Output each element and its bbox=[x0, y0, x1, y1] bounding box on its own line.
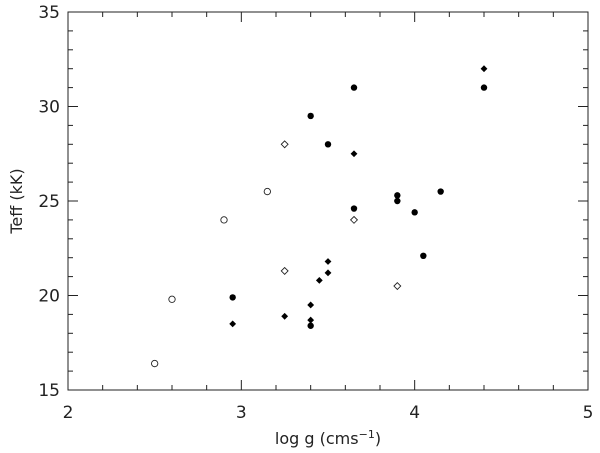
axis-tick-labels: 2 3 4 5 15 20 25 30 35 bbox=[38, 3, 593, 423]
filled-circle-point bbox=[420, 252, 427, 260]
filled-diamond-point bbox=[324, 269, 332, 277]
x-axis-label: log g (cms−1) bbox=[275, 428, 381, 449]
filled-circle-point bbox=[411, 209, 418, 216]
filled-circle-point bbox=[394, 197, 401, 205]
y-tick-label: 20 bbox=[38, 287, 60, 307]
open-diamond-point bbox=[349, 215, 359, 224]
open-circle-point bbox=[263, 187, 271, 196]
x-tick-label: 3 bbox=[236, 403, 247, 423]
y-tick-label: 15 bbox=[38, 381, 60, 401]
filled-diamond-point bbox=[480, 65, 488, 73]
filled-diamond-point bbox=[350, 150, 358, 158]
filled-circle-point bbox=[229, 294, 236, 301]
y-tick-label: 30 bbox=[38, 98, 60, 118]
filled-circle-point bbox=[307, 322, 314, 329]
y-tick-label: 35 bbox=[38, 3, 60, 23]
filled-diamond-point bbox=[324, 258, 332, 265]
filled-circle-point bbox=[350, 84, 358, 91]
axis-ticks bbox=[67, 11, 589, 391]
open-diamond-point bbox=[393, 282, 402, 291]
open-circle-point bbox=[151, 359, 159, 368]
open-circle-point bbox=[168, 295, 176, 303]
x-tick-label: 5 bbox=[583, 403, 594, 423]
data-points bbox=[151, 65, 488, 368]
filled-circle-point bbox=[350, 205, 358, 212]
x-tick-label: 2 bbox=[63, 403, 74, 423]
filled-diamond-point bbox=[307, 316, 315, 324]
x-axis-label-close: ) bbox=[375, 429, 381, 448]
x-tick-label: 4 bbox=[409, 403, 420, 423]
filled-circle-point bbox=[307, 112, 314, 120]
open-diamond-point bbox=[280, 140, 289, 149]
y-axis-label: Teff (kK) bbox=[7, 168, 26, 234]
filled-diamond-point bbox=[307, 301, 315, 309]
x-axis-label-main: log g (cms bbox=[275, 429, 359, 448]
x-axis-label-superscript: −1 bbox=[359, 428, 375, 441]
filled-circle-point bbox=[480, 84, 488, 91]
filled-diamond-point bbox=[281, 312, 289, 320]
open-circle-point bbox=[220, 216, 228, 224]
filled-circle-point bbox=[394, 192, 401, 199]
filled-circle-point bbox=[324, 141, 332, 148]
y-tick-label: 25 bbox=[38, 192, 60, 212]
filled-diamond-point bbox=[315, 276, 323, 284]
plot-frame bbox=[67, 11, 589, 391]
open-diamond-point bbox=[280, 266, 289, 275]
filled-circle-point bbox=[437, 188, 444, 195]
filled-diamond-point bbox=[229, 320, 237, 328]
